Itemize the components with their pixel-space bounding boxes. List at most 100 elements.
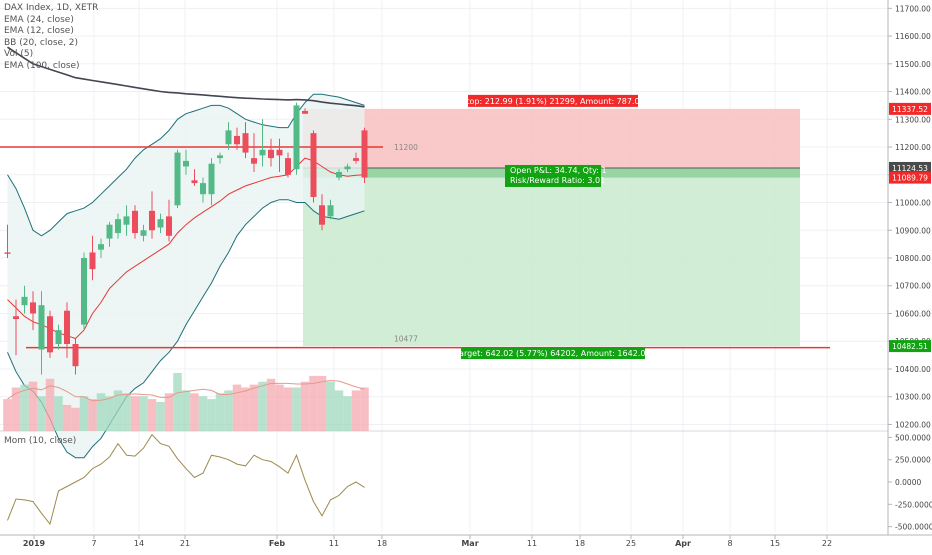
volume-bar — [45, 378, 55, 431]
candle — [217, 152, 223, 164]
candle — [157, 213, 164, 234]
indicator-vol[interactable]: Vol (5) — [4, 49, 34, 59]
candle — [234, 127, 240, 150]
candle-body — [106, 224, 113, 239]
volume-ma-line — [7, 379, 365, 402]
chart-title[interactable]: DAX Index, 1D, XETR — [4, 3, 99, 13]
candle-body — [217, 155, 223, 159]
candle — [293, 102, 300, 175]
candle — [276, 138, 283, 172]
candle-body — [361, 130, 368, 178]
candle-body — [200, 183, 206, 195]
price-tick-label: 11600.00 — [895, 32, 931, 41]
volume-bar — [241, 387, 250, 431]
candle — [166, 199, 172, 242]
price-marker — [889, 161, 931, 174]
candle-body — [132, 210, 138, 234]
volume-bar — [198, 396, 208, 431]
candle — [242, 122, 249, 159]
indicator-bb[interactable]: BB (20, close, 2) — [4, 37, 79, 48]
candle — [140, 224, 147, 242]
candle — [336, 169, 342, 181]
pnl-label-text: Open P&L: 34.74, Qty: 1 — [510, 166, 607, 175]
candle — [98, 238, 104, 258]
volume-bar — [96, 393, 106, 431]
indicator-ema100[interactable]: EMA (100, close) — [4, 60, 80, 71]
price-tick-label: 11700.00 — [895, 4, 931, 13]
volume-bar — [360, 387, 369, 431]
volume-bar — [283, 387, 293, 431]
volume-bar — [139, 396, 148, 431]
volume-bar — [300, 381, 310, 431]
candle-body — [89, 252, 96, 270]
indicator-ema12[interactable]: EMA (12, close) — [4, 26, 74, 36]
candle — [47, 310, 53, 358]
volume-bar — [292, 387, 301, 431]
candle — [123, 205, 130, 236]
volume-bar — [190, 393, 199, 431]
candle-body — [64, 310, 70, 344]
candle-body — [183, 160, 189, 167]
volume-bar — [28, 381, 38, 431]
candle-body — [55, 330, 62, 344]
candle-body — [38, 305, 45, 350]
candle — [106, 221, 113, 247]
volume-bar — [258, 381, 267, 431]
candle-body — [81, 258, 87, 325]
candle-body — [336, 172, 342, 178]
candle-body — [4, 252, 11, 254]
price-tick-label: 10900.00 — [895, 226, 931, 235]
volume-bar — [37, 396, 46, 431]
candle — [259, 119, 266, 167]
candle-body — [174, 152, 181, 206]
stop-label-text: Stop: 212.99 (1.91%) 21299, Amount: 787.… — [461, 97, 644, 106]
candle — [208, 158, 215, 206]
volume-bar — [3, 399, 12, 431]
candle-body — [157, 219, 164, 228]
candle-body — [319, 205, 325, 225]
candle — [64, 302, 70, 358]
price-tick-label: 10700.00 — [895, 282, 931, 291]
candle — [55, 324, 62, 350]
volume-bar — [334, 390, 344, 431]
candle-body — [251, 158, 257, 164]
candle — [319, 194, 325, 231]
target-label-box — [461, 347, 645, 360]
volume-bar — [130, 396, 140, 431]
chart-legend: DAX Index, 1D, XETR EMA (24, close) EMA … — [4, 3, 98, 72]
ema24-line — [7, 46, 365, 108]
volume-bar — [147, 399, 157, 431]
time-tick-label: 11 — [329, 539, 339, 548]
candle — [30, 291, 36, 331]
candle-body — [302, 110, 308, 114]
volume-bar — [317, 375, 327, 431]
price-tick-label: 10600.00 — [895, 309, 931, 318]
candle-body — [285, 158, 291, 175]
candle — [132, 205, 138, 239]
volume-bar — [156, 402, 165, 431]
price-marker — [889, 102, 931, 115]
candles — [4, 102, 368, 375]
volume-bar — [181, 390, 191, 431]
bollinger-bands — [7, 93, 365, 459]
candle — [13, 299, 19, 356]
momentum-legend[interactable]: Mom (10, close) — [4, 436, 77, 446]
price-marker-label: 10482.51 — [892, 342, 928, 351]
candle — [310, 130, 317, 203]
momentum-tick-label: 0.0000 — [895, 478, 921, 487]
candle — [81, 252, 87, 331]
candle — [38, 291, 45, 375]
time-tick-label: 11 — [527, 539, 537, 548]
indicator-ema24[interactable]: EMA (24, close) — [4, 14, 74, 25]
time-tick-label: 14 — [134, 539, 144, 548]
horizontal-levels[interactable]: 11200 10477 — [0, 143, 830, 349]
momentum-line — [7, 433, 365, 526]
level-label-10477: 10477 — [394, 335, 418, 344]
candle-body — [21, 296, 28, 306]
volume-bar — [309, 375, 318, 431]
momentum-panel — [7, 433, 365, 526]
volume-bar — [20, 384, 29, 431]
candle-body — [234, 135, 240, 145]
volume-bar — [275, 384, 284, 431]
